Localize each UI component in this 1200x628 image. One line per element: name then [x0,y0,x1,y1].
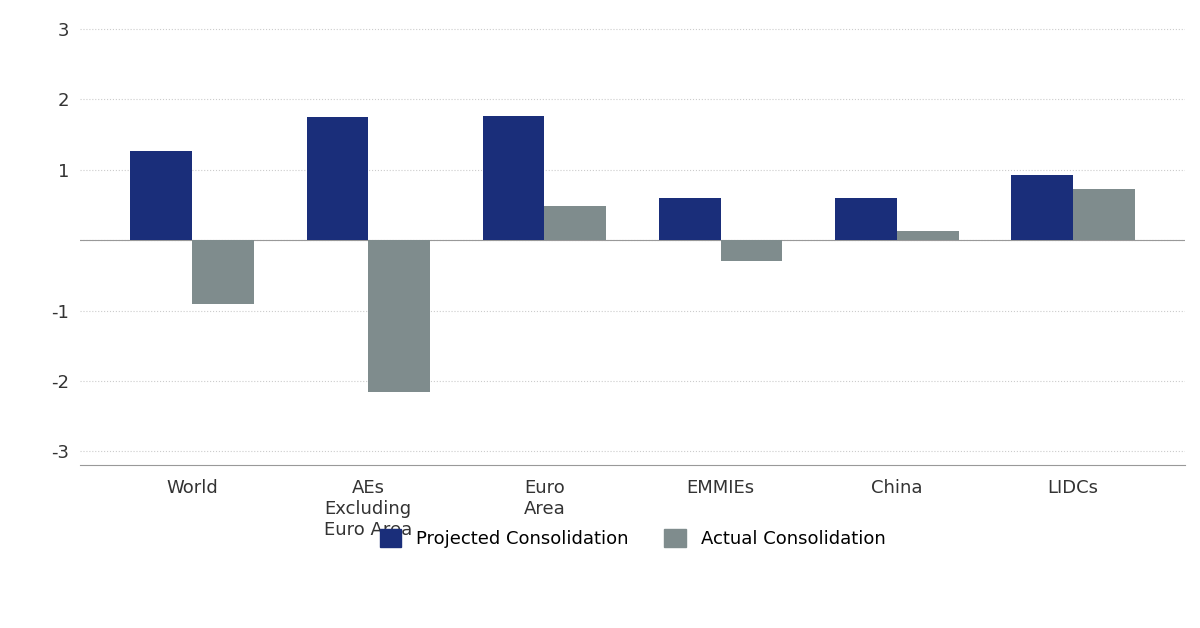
Bar [896,231,959,240]
Bar [131,151,192,240]
Bar [192,240,253,303]
Bar [1012,175,1073,240]
Bar [659,198,721,240]
Legend: Projected Consolidation, Actual Consolidation: Projected Consolidation, Actual Consolid… [372,522,893,555]
Bar [482,116,545,240]
Bar [368,240,430,391]
Bar [835,198,896,240]
Bar [1073,189,1135,240]
Bar [306,117,368,240]
Bar [721,240,782,261]
Bar [545,207,606,240]
